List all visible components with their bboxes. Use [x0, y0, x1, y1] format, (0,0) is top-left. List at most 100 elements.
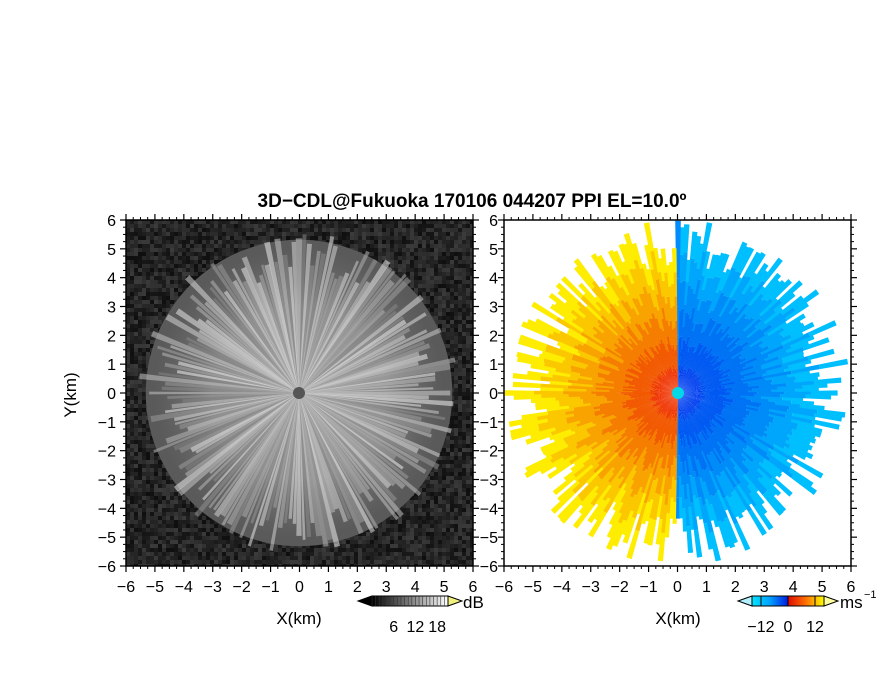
noise-cell — [310, 228, 314, 232]
noise-cell — [406, 248, 410, 252]
noise-cell — [470, 376, 473, 380]
noise-cell — [202, 256, 206, 260]
noise-cell — [302, 224, 306, 228]
noise-cell — [374, 248, 378, 252]
noise-cell — [382, 224, 386, 228]
noise-cell — [342, 220, 346, 224]
noise-cell — [454, 380, 458, 384]
noise-cell — [390, 236, 394, 240]
noise-cell — [134, 440, 138, 444]
noise-cell — [190, 256, 194, 260]
noise-cell — [258, 220, 262, 224]
noise-cell — [466, 368, 470, 372]
noise-cell — [134, 364, 138, 368]
noise-cell — [178, 268, 182, 272]
noise-cell — [146, 272, 150, 276]
noise-cell — [438, 228, 442, 232]
noise-cell — [158, 228, 162, 232]
noise-cell — [466, 396, 470, 400]
noise-cell — [162, 224, 166, 228]
noise-cell — [454, 260, 458, 264]
noise-cell — [218, 240, 222, 244]
noise-cell — [282, 232, 286, 236]
noise-cell — [454, 384, 458, 388]
noise-cell — [378, 220, 382, 224]
noise-cell — [402, 248, 406, 252]
noise-cell — [142, 292, 146, 296]
noise-cell — [126, 432, 130, 436]
noise-cell — [446, 344, 450, 348]
noise-cell — [138, 356, 142, 360]
noise-cell — [134, 428, 138, 432]
noise-cell — [146, 260, 150, 264]
noise-cell — [142, 248, 146, 252]
noise-cell — [146, 288, 150, 292]
noise-cell — [470, 268, 473, 272]
noise-cell — [410, 268, 414, 272]
noise-cell — [134, 232, 138, 236]
noise-cell — [158, 232, 162, 236]
noise-cell — [454, 288, 458, 292]
noise-cell — [326, 220, 330, 224]
noise-cell — [142, 308, 146, 312]
noise-cell — [222, 228, 226, 232]
noise-cell — [166, 268, 170, 272]
noise-cell — [450, 380, 454, 384]
noise-cell — [314, 236, 318, 240]
noise-cell — [186, 220, 190, 224]
noise-cell — [198, 264, 202, 268]
noise-cell — [470, 228, 473, 232]
noise-cell — [194, 268, 198, 272]
noise-cell — [214, 228, 218, 232]
noise-cell — [422, 256, 426, 260]
noise-cell — [466, 356, 470, 360]
noise-cell — [162, 304, 166, 308]
noise-cell — [422, 252, 426, 256]
noise-cell — [406, 264, 410, 268]
noise-cell — [462, 420, 466, 424]
noise-cell — [346, 232, 350, 236]
noise-cell — [146, 444, 150, 448]
noise-cell — [470, 380, 473, 384]
noise-cell — [446, 444, 450, 448]
noise-cell — [218, 220, 222, 224]
noise-cell — [134, 412, 138, 416]
noise-cell — [446, 232, 450, 236]
noise-cell — [178, 240, 182, 244]
noise-cell — [434, 284, 438, 288]
noise-cell — [450, 280, 454, 284]
noise-cell — [162, 280, 166, 284]
noise-cell — [154, 276, 158, 280]
noise-cell — [186, 228, 190, 232]
noise-cell — [126, 436, 130, 440]
noise-cell — [126, 220, 130, 224]
noise-cell — [446, 336, 450, 340]
noise-cell — [450, 264, 454, 268]
noise-cell — [150, 340, 154, 344]
noise-cell — [146, 448, 150, 452]
noise-cell — [262, 224, 266, 228]
noise-cell — [458, 376, 462, 380]
noise-cell — [130, 392, 134, 396]
noise-cell — [462, 396, 466, 400]
noise-cell — [138, 448, 142, 452]
noise-cell — [170, 240, 174, 244]
noise-cell — [450, 240, 454, 244]
noise-cell — [418, 260, 422, 264]
noise-cell — [214, 244, 218, 248]
noise-cell — [402, 260, 406, 264]
noise-cell — [146, 304, 150, 308]
noise-cell — [362, 252, 366, 256]
noise-cell — [314, 232, 318, 236]
noise-cell — [462, 308, 466, 312]
noise-cell — [462, 240, 466, 244]
noise-cell — [458, 240, 462, 244]
noise-cell — [318, 224, 322, 228]
noise-cell — [462, 440, 466, 444]
noise-cell — [378, 232, 382, 236]
noise-cell — [162, 252, 166, 256]
noise-cell — [454, 412, 458, 416]
noise-cell — [386, 236, 390, 240]
noise-cell — [178, 260, 182, 264]
noise-cell — [130, 248, 134, 252]
